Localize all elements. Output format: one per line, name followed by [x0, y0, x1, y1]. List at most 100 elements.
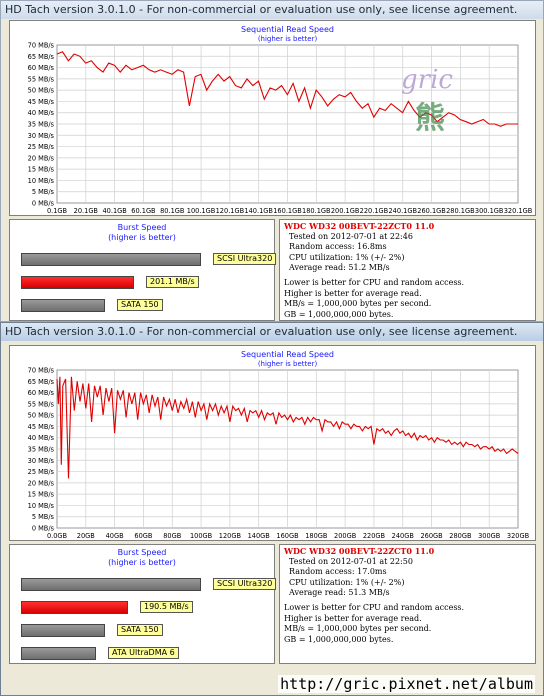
y-tick-label: 55 MB/s: [28, 75, 55, 83]
x-tick-label: 140.1GB: [244, 207, 273, 215]
x-tick-label: 300.1GB: [475, 207, 504, 215]
burst-bar: [21, 624, 105, 637]
random-access: Random access: 17.0ms: [289, 567, 387, 577]
y-tick-label: 60 MB/s: [28, 64, 55, 72]
x-tick-label: 300GB: [478, 532, 501, 540]
y-tick-label: 20 MB/s: [28, 154, 55, 162]
y-tick-label: 40 MB/s: [28, 109, 55, 117]
average-read: Average read: 51.3 MB/s: [289, 588, 390, 598]
x-tick-label: 260GB: [420, 532, 443, 540]
tested-on: Tested on 2012-07-01 at 22:50: [289, 556, 413, 566]
burst-bar-label: ATA UltraDMA 6: [108, 647, 179, 659]
chart-subtitle: (higher is better): [258, 35, 318, 43]
y-tick-label: 50 MB/s: [28, 412, 55, 420]
footer-url: http://gric.pixnet.net/album: [278, 675, 535, 693]
drive-info-panel: WDC WD32 00BEVT-22ZCT0 11.0 Tested on 20…: [279, 219, 536, 321]
y-tick-label: 65 MB/s: [28, 53, 55, 61]
x-tick-label: 40.1GB: [102, 207, 127, 215]
burst-bar: [21, 601, 128, 614]
y-tick-label: 35 MB/s: [28, 121, 55, 129]
note-higher-better: Higher is better for average read.: [284, 613, 422, 623]
x-tick-label: 160.1GB: [273, 207, 302, 215]
y-tick-label: 70 MB/s: [28, 367, 55, 375]
y-tick-label: 70 MB/s: [28, 42, 55, 50]
y-tick-label: 25 MB/s: [28, 143, 55, 151]
cpu-utilization: CPU utilization: 1% (+/- 2%): [289, 252, 405, 262]
chart-title: Sequential Read Speed: [241, 25, 334, 34]
x-tick-label: 120.1GB: [216, 207, 245, 215]
burst-bar-label: SCSI Ultra320: [213, 578, 277, 590]
drive-model: WDC WD32 00BEVT-22ZCT0 11.0: [284, 546, 435, 556]
y-tick-label: 30 MB/s: [28, 457, 55, 465]
y-tick-label: 0 MB/s: [32, 200, 55, 208]
y-tick-label: 45 MB/s: [28, 423, 55, 431]
x-tick-label: 120GB: [219, 532, 242, 540]
burst-subtitle: (higher is better): [108, 233, 176, 242]
x-tick-label: 320.1GB: [504, 207, 533, 215]
burst-bar: [21, 578, 201, 591]
chart-subtitle: (higher is better): [258, 360, 318, 368]
sequential-read-chart: Sequential Read Speed(higher is better) 0…: [28, 25, 533, 215]
burst-bar-label: SATA 150: [117, 624, 163, 636]
drive-info: WDC WD32 00BEVT-22ZCT0 11.0 Tested on 20…: [284, 221, 464, 320]
burst-subtitle: (higher is better): [108, 558, 176, 567]
y-tick-label: 50 MB/s: [28, 87, 55, 95]
x-tick-label: 100GB: [190, 532, 213, 540]
burst-bar-label: 190.5 MB/s: [140, 601, 193, 613]
x-tick-label: 200.1GB: [331, 207, 360, 215]
sequential-read-chart: Sequential Read Speed(higher is better) 0…: [28, 350, 530, 540]
y-tick-label: 15 MB/s: [28, 491, 55, 499]
tested-on: Tested on 2012-07-01 at 22:46: [289, 231, 413, 241]
burst-bar: [21, 647, 96, 660]
average-read: Average read: 51.2 MB/s: [289, 263, 390, 273]
x-tick-label: 40GB: [106, 532, 124, 540]
y-tick-label: 25 MB/s: [28, 468, 55, 476]
series-line: [56, 51, 518, 127]
x-tick-label: 220GB: [363, 532, 386, 540]
random-access: Random access: 16.8ms: [289, 242, 387, 252]
y-tick-label: 65 MB/s: [28, 378, 55, 386]
x-tick-label: 100.1GB: [187, 207, 216, 215]
burst-speed-panel: Burst Speed (higher is better) SCSI Ultr…: [9, 219, 277, 321]
note-gb-def: GB = 1,000,000,000 bytes.: [284, 634, 394, 644]
drive-info: WDC WD32 00BEVT-22ZCT0 11.0 Tested on 20…: [284, 546, 464, 645]
burst-bar: [21, 299, 105, 312]
x-tick-label: 80GB: [163, 532, 181, 540]
x-tick-label: 200GB: [334, 532, 357, 540]
x-tick-label: 220.1GB: [360, 207, 389, 215]
burst-bar: [21, 276, 134, 289]
burst-bar-label: SATA 150: [117, 299, 163, 311]
y-tick-label: 15 MB/s: [28, 166, 55, 174]
hdtach-window-1: HD Tach version 3.0.1.0 - For non-commer…: [0, 0, 544, 322]
x-tick-label: 60.1GB: [131, 207, 156, 215]
y-tick-label: 35 MB/s: [28, 446, 55, 454]
note-mbs-def: MB/s = 1,000,000 bytes per second.: [284, 299, 432, 309]
y-tick-label: 55 MB/s: [28, 400, 55, 408]
x-tick-label: 240.1GB: [388, 207, 417, 215]
x-tick-label: 280GB: [449, 532, 472, 540]
burst-bar: [21, 253, 201, 266]
y-tick-label: 10 MB/s: [28, 177, 55, 185]
note-lower-better: Lower is better for CPU and random acces…: [284, 602, 465, 612]
drive-info-panel: WDC WD32 00BEVT-22ZCT0 11.0 Tested on 20…: [279, 544, 536, 664]
note-mbs-def: MB/s = 1,000,000 bytes per second.: [284, 624, 432, 634]
y-tick-label: 30 MB/s: [28, 132, 55, 140]
x-tick-label: 280.1GB: [446, 207, 475, 215]
watermark-bear-logo: 熊: [415, 101, 445, 136]
x-tick-label: 160GB: [276, 532, 299, 540]
x-tick-label: 240GB: [392, 532, 415, 540]
burst-bar-label: SCSI Ultra320: [213, 253, 277, 265]
y-tick-label: 10 MB/s: [28, 502, 55, 510]
x-tick-label: 20GB: [77, 532, 95, 540]
x-tick-label: 260.1GB: [417, 207, 446, 215]
hdtach-window-2: HD Tach version 3.0.1.0 - For non-commer…: [0, 322, 544, 696]
note-gb-def: GB = 1,000,000,000 bytes.: [284, 309, 394, 319]
x-tick-label: 20.1GB: [74, 207, 99, 215]
burst-speed-panel: Burst Speed (higher is better) SCSI Ultr…: [9, 544, 277, 664]
watermark-text: gric: [401, 65, 453, 95]
y-tick-label: 20 MB/s: [28, 479, 55, 487]
y-tick-label: 5 MB/s: [32, 513, 55, 521]
window-title: HD Tach version 3.0.1.0 - For non-commer…: [1, 323, 543, 341]
series-line: [56, 376, 519, 479]
y-tick-label: 0 MB/s: [32, 525, 55, 533]
